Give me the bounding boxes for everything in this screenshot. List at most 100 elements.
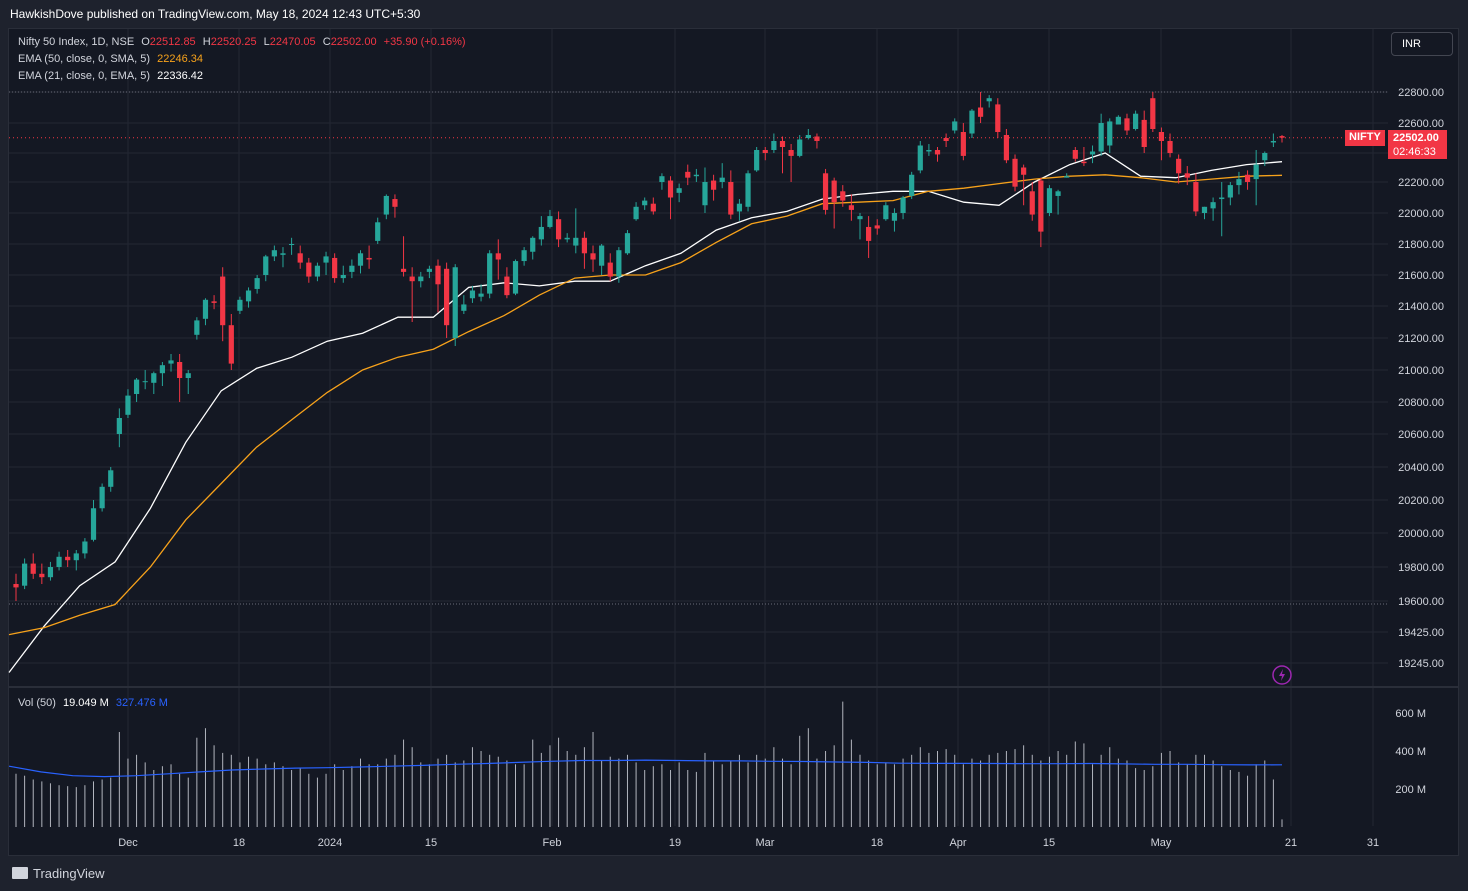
candle-up [426, 265, 432, 279]
candle-up [624, 230, 631, 255]
candle-up [1132, 110, 1139, 131]
legend-ema21-value: 22336.42 [157, 70, 204, 82]
legend-ema21-label: EMA (21, close, 0, EMA, 5) [18, 70, 151, 82]
chart-container[interactable] [8, 28, 1459, 856]
candle-up [1253, 150, 1259, 206]
candle-body [857, 216, 863, 220]
candle-body [977, 107, 984, 117]
candle-body [435, 265, 441, 285]
candle-up [986, 95, 992, 108]
candle-up [56, 551, 62, 571]
candle-body [710, 180, 717, 190]
candle-body [831, 180, 837, 203]
candle-body [848, 205, 854, 210]
candle-up [82, 538, 88, 559]
candle-down [960, 123, 966, 161]
candle-body [866, 226, 872, 241]
lightning-icon[interactable] [1272, 665, 1292, 685]
legend-open: O22512.85 [141, 36, 196, 48]
candle-down [1029, 182, 1035, 221]
legend-ema50-label: EMA (50, close, 0, SMA, 5) [18, 53, 151, 65]
candle-body [30, 563, 36, 574]
candle-up [659, 173, 665, 190]
candle-body [56, 556, 62, 567]
candle-body [642, 200, 648, 206]
time-tick-label: 18 [871, 837, 883, 849]
candle-up [90, 500, 97, 542]
candle-body [1158, 132, 1165, 141]
candle-body [1072, 150, 1078, 159]
candle-body [159, 365, 166, 374]
candle-body [202, 299, 209, 319]
publish-bar: HawkishDove published on TradingView.com… [0, 0, 1468, 28]
candle-body [426, 268, 432, 272]
candle-down [211, 295, 217, 310]
candle-down [1193, 173, 1199, 217]
ema21-line [8, 152, 1283, 673]
candle-body [306, 262, 312, 277]
candle-body [995, 104, 1001, 132]
candle-body [1141, 119, 1147, 147]
candle-up [478, 284, 484, 302]
candle-body [667, 180, 674, 198]
tradingview-logo[interactable]: TradingView [12, 866, 105, 881]
candle-up [719, 163, 725, 189]
candle-body [943, 138, 949, 141]
candle-body [702, 182, 708, 206]
candle-body [1124, 118, 1130, 131]
candle-up [917, 141, 923, 174]
candle-down [685, 164, 691, 186]
candle-body [349, 265, 355, 272]
candle-body [116, 418, 122, 434]
candle-up [771, 133, 777, 153]
candle-down [667, 176, 674, 220]
candle-up [1270, 133, 1276, 147]
candle-body [452, 267, 458, 338]
candle-body [400, 268, 407, 272]
legend-ema50[interactable]: EMA (50, close, 0, SMA, 5) 22246.34 [18, 53, 207, 65]
candle-body [177, 362, 183, 378]
candle-up [185, 370, 191, 394]
candle-up [349, 259, 355, 279]
legend-volume[interactable]: Vol (50) 19.049 M 327.476 M [18, 697, 172, 709]
price-tick-label: 22600.00 [1398, 118, 1444, 130]
candle-up [1236, 171, 1242, 195]
candle-up [1219, 182, 1225, 237]
candle-body [47, 567, 54, 578]
price-tick-label: 21200.00 [1398, 333, 1444, 345]
candle-down [220, 267, 226, 342]
currency-button[interactable]: INR [1391, 32, 1453, 56]
tradingview-brand: TradingView [33, 866, 105, 881]
candle-up [573, 208, 579, 254]
candle-body [504, 276, 510, 296]
candle-down [1124, 113, 1130, 135]
candle-body [418, 276, 424, 282]
last-price-tag: 22502.00 02:46:33 [1388, 130, 1447, 159]
candle-body [762, 150, 768, 153]
candle-up [909, 171, 915, 200]
candle-body [547, 216, 553, 227]
legend-ema21[interactable]: EMA (21, close, 0, EMA, 5) 22336.42 [18, 70, 207, 82]
candle-body [1219, 197, 1225, 200]
candle-up [521, 247, 527, 266]
candle-body [1184, 173, 1190, 178]
candle-body [1236, 179, 1242, 186]
candle-body [1115, 116, 1121, 125]
price-tick-label: 20800.00 [1398, 397, 1444, 409]
time-tick-label: 19 [669, 837, 681, 849]
candle-body [211, 301, 217, 303]
candle-body [607, 262, 613, 277]
candle-body [1167, 141, 1173, 153]
candle-up [857, 213, 863, 240]
candle-body [909, 174, 915, 196]
candle-down [779, 136, 786, 174]
candle-up [547, 209, 553, 229]
candle-up [676, 183, 682, 203]
candle-up [1107, 118, 1113, 153]
time-tick-label: 15 [1043, 837, 1055, 849]
candle-body [487, 253, 493, 294]
candle-down [762, 147, 768, 161]
candle-body [814, 136, 820, 141]
